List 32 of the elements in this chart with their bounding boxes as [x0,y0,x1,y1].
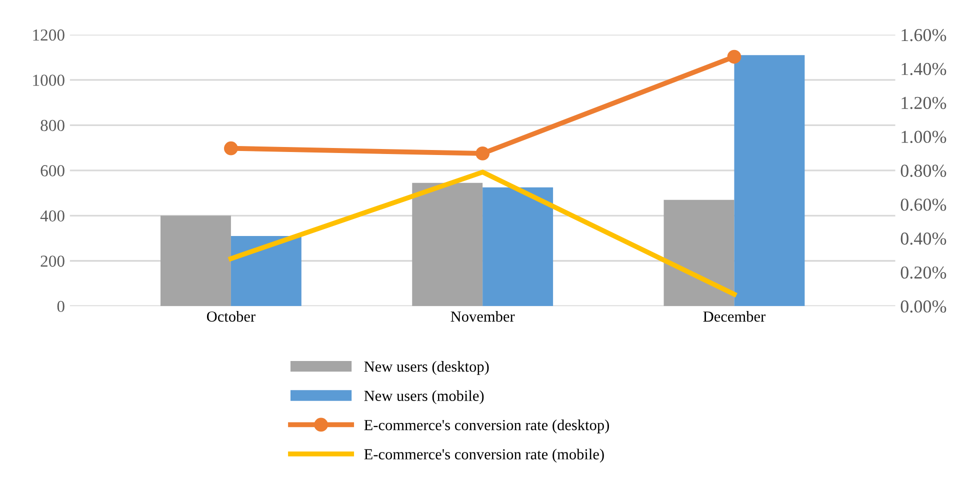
point [224,141,238,156]
y-tick-label: 1000 [33,74,64,86]
bar [160,216,231,306]
y-tick-label: 200 [40,256,64,267]
y2-tick-label: 0.80% [900,164,946,177]
point [476,146,490,160]
y-tick-label: 0 [57,300,64,312]
y-tick-label: 1200 [33,29,64,41]
legend-label: New users (mobile) [364,390,484,404]
x-tick-label: November [450,310,515,322]
y2-tick-label: 1.40% [902,62,946,76]
bar [664,200,734,306]
y-tick-label: 600 [40,165,64,176]
y2-tick-label: 0.40% [900,232,946,245]
y2-tick-label: 1.00% [902,130,946,144]
y2-tick-label: 1.60% [902,28,946,42]
y2-tick-label: 0.00% [900,300,946,313]
bar [412,182,483,306]
legend-label: E-commerce's conversion rate (desktop) [364,419,609,434]
x-tick-label: December [703,310,766,322]
point [727,50,742,64]
legend-label: New users (desktop) [364,361,489,375]
y-tick-label: 800 [40,120,64,132]
bar [482,187,554,306]
y-tick-label: 400 [40,210,64,222]
legend-label: E-commerce's conversion rate (mobile) [364,448,604,463]
y2-tick-label: 0.20% [900,266,946,279]
x-tick-label: October [206,310,256,322]
bar [230,236,302,306]
y2-tick-label: 1.20% [902,96,946,110]
y2-tick-label: 0.60% [900,198,946,211]
bar [734,55,805,306]
